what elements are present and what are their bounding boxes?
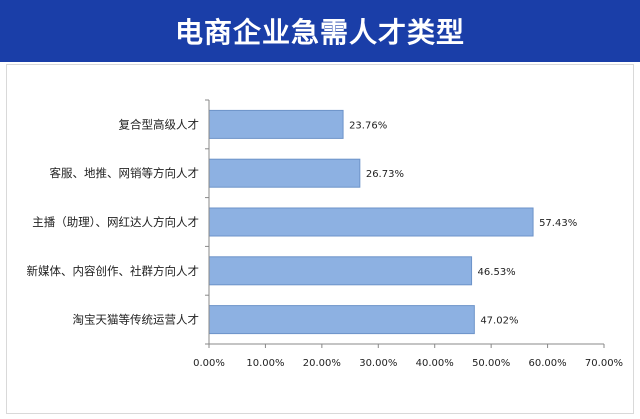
x-tick-label: 20.00% bbox=[303, 358, 341, 369]
x-tick-label: 50.00% bbox=[472, 358, 510, 369]
chart-header: 电商企业急需人才类型 bbox=[0, 0, 640, 62]
bar bbox=[208, 305, 475, 335]
x-tick-label: 30.00% bbox=[359, 358, 397, 369]
x-tick-label: 60.00% bbox=[529, 358, 567, 369]
bar bbox=[208, 158, 361, 188]
x-tick-label: 70.00% bbox=[585, 358, 623, 369]
x-tick-label: 10.00% bbox=[246, 358, 284, 369]
value-label: 46.53% bbox=[478, 267, 516, 278]
category-label: 客服、地推、网销等方向人才 bbox=[50, 166, 200, 180]
chart-title: 电商企业急需人才类型 bbox=[174, 16, 465, 49]
category-label: 复合型高级人才 bbox=[119, 117, 200, 131]
bar bbox=[208, 109, 344, 139]
value-label: 47.02% bbox=[480, 316, 518, 327]
bar bbox=[208, 207, 534, 237]
x-tick-label: 40.00% bbox=[416, 358, 454, 369]
value-label: 23.76% bbox=[349, 120, 387, 131]
category-label: 主播（助理）、网红达人方向人才 bbox=[32, 215, 199, 229]
category-label: 淘宝天猫等传统运营人才 bbox=[73, 313, 200, 327]
value-label: 57.43% bbox=[539, 218, 577, 229]
x-tick-label: 0.00% bbox=[193, 358, 225, 369]
bar bbox=[208, 256, 473, 286]
category-label: 新媒体、内容创作、社群方向人才 bbox=[27, 264, 200, 278]
value-label: 26.73% bbox=[366, 169, 404, 180]
